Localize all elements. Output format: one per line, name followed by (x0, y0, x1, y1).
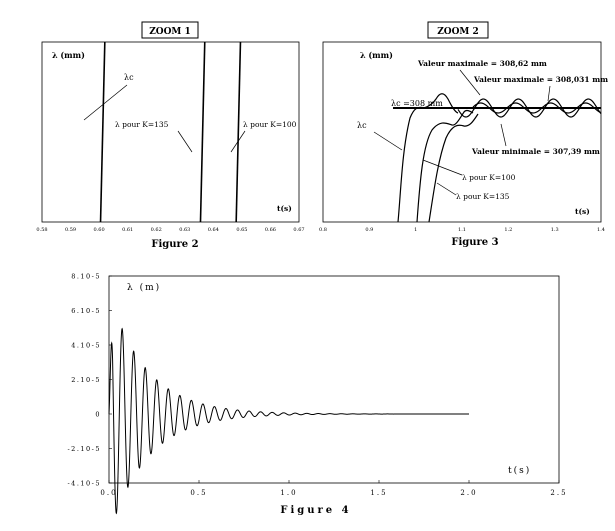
fig3-arrow-min (500, 123, 507, 147)
fig3-caption: Figure 3 (451, 237, 498, 248)
fig4-x-tick-label: 1.5 (370, 489, 387, 497)
fig2-annot-k135: λ pour K=135 (115, 120, 169, 129)
fig2-x-tick-label: 0.66 (265, 227, 276, 233)
fig2-zoom-box (141, 21, 199, 39)
fig4-y-tick-label: -2.10-5 (67, 445, 101, 453)
fig2-annot-lambda-c: λc (124, 73, 134, 82)
fig3-x-tick-label: 1 (414, 227, 417, 233)
fig3-annot-lambda-c: λc (357, 121, 367, 130)
fig4-caption: Figure 4 (280, 505, 351, 516)
fig4-y-tick-label: -4.10-5 (67, 480, 101, 488)
figure-2: ZOOM 1 0.58 0.59 0.60 0.61 0.62 0.63 0.64 0.65 0… (36, 21, 305, 250)
fig3-zoom-box (427, 21, 489, 39)
fig3-annot-max1: Valeur maximale = 308,62 mm (417, 59, 547, 68)
fig3-ylabel: λ (mm) (360, 50, 393, 60)
fig2-x-tick-label: 0.64 (208, 227, 219, 233)
fig4-x-tick-label: 2.0 (460, 489, 477, 497)
fig2-series-line-0 (99, 41, 106, 223)
fig4-axis-ticks: 0.0 0.5 1.0 1.5 2.0 2.5 -4.10-5 -2.10-5 0 2.10-5 4… (67, 273, 567, 498)
fig2-x-tick-label: 0.67 (293, 227, 304, 233)
fig3-arrow-k135 (436, 182, 457, 196)
fig3-oscillation-b (472, 102, 602, 114)
fig3-oscillation-path (472, 102, 602, 114)
fig2-x-tick-label: 0.65 (236, 227, 247, 233)
fig3-x-tick-label: 1.4 (597, 227, 605, 233)
fig4-y-tick-label: 8.10-5 (71, 273, 101, 281)
fig2-x-tick-label: 0.61 (122, 227, 133, 233)
fig3-curve-k135 (428, 113, 479, 223)
fig4-x-tick-label: 0.5 (190, 489, 207, 497)
fig3-curve-lambda-c (397, 93, 459, 223)
fig4-xlabel: t(s) (508, 465, 531, 476)
fig4-y-tick-label: 4.10-5 (71, 342, 101, 350)
fig3-annot-lambda-c-308: λc =308 mm (391, 99, 443, 108)
fig2-x-tick-label: 0.62 (151, 227, 162, 233)
fig4-x-tick-label: 2.5 (550, 489, 567, 497)
figure-3: ZOOM 2 0.8 0.9 1 1.1 1.2 1.3 1.4 λ (mm) t(s) V… (319, 21, 608, 248)
fig3-annot-max2: Valeur maximale = 308,031 mm (473, 75, 608, 84)
fig3-annot-k135: λ pour K=135 (456, 192, 510, 201)
fig2-xlabel: t(s) (277, 204, 292, 213)
fig2-series (99, 41, 242, 223)
fig2-x-tick-label: 0.60 (94, 227, 105, 233)
fig3-x-ticks: 0.8 0.9 1 1.1 1.2 1.3 1.4 (319, 227, 605, 233)
fig2-annot-k100: λ pour K=100 (243, 120, 297, 129)
fig2-series-line-1 (199, 41, 206, 223)
fig3-arrow-k100 (422, 159, 463, 176)
fig4-x-tick-label: 1.0 (280, 489, 297, 497)
fig2-x-ticks: 0.58 0.59 0.60 0.61 0.62 0.63 0.64 0.65 0.66 0.67 (36, 227, 304, 233)
fig2-ylabel: λ (mm) (52, 50, 85, 60)
fig2-x-tick-label: 0.59 (65, 227, 76, 233)
fig2-series-line-2 (235, 41, 242, 223)
fig4-plot-frame (108, 275, 560, 484)
fig3-arrow-max1 (459, 69, 481, 96)
fig4-x-tick-label: 0.0 (100, 489, 117, 497)
fig3-arrow-max2 (547, 85, 551, 102)
fig3-x-tick-label: 1.3 (551, 227, 559, 233)
fig3-curve-k100 (416, 109, 474, 223)
fig4-y-tick-label: 2.10-5 (71, 376, 101, 384)
fig2-arrow-k100 (230, 130, 246, 153)
fig4-y-tick-label: 6.10-5 (71, 307, 101, 315)
figure-4: 0.0 0.5 1.0 1.5 2.0 2.5 -4.10-5 -2.10-5 0 2.10-5 4… (67, 273, 567, 517)
fig2-arrow-k135 (177, 130, 193, 153)
fig2-arrow-lambda-c (83, 84, 128, 121)
fig3-annot-min: Valeur minimale = 307,39 mm (471, 147, 600, 156)
fig3-x-tick-label: 1.1 (458, 227, 466, 233)
fig2-zoom-label: ZOOM 1 (149, 27, 191, 37)
fig2-x-tick-label: 0.58 (36, 227, 47, 233)
fig4-y-tick-label: 0 (95, 411, 101, 419)
fig3-zoom-label: ZOOM 2 (437, 27, 479, 37)
fig3-x-tick-label: 0.8 (319, 227, 327, 233)
fig2-x-tick-label: 0.63 (179, 227, 190, 233)
fig3-plot-frame (322, 41, 602, 223)
fig3-xlabel: t(s) (575, 207, 590, 216)
fig4-ylabel: λ (m) (127, 282, 161, 293)
fig3-arrow-lambda-c (373, 131, 403, 151)
fig2-caption: Figure 2 (151, 239, 198, 250)
fig2-plot-frame (41, 41, 300, 223)
fig4-series-line (108, 327, 469, 515)
fig3-x-tick-label: 0.9 (365, 227, 373, 233)
fig3-x-tick-label: 1.2 (504, 227, 512, 233)
fig3-annot-k100: λ pour K=100 (462, 173, 516, 182)
